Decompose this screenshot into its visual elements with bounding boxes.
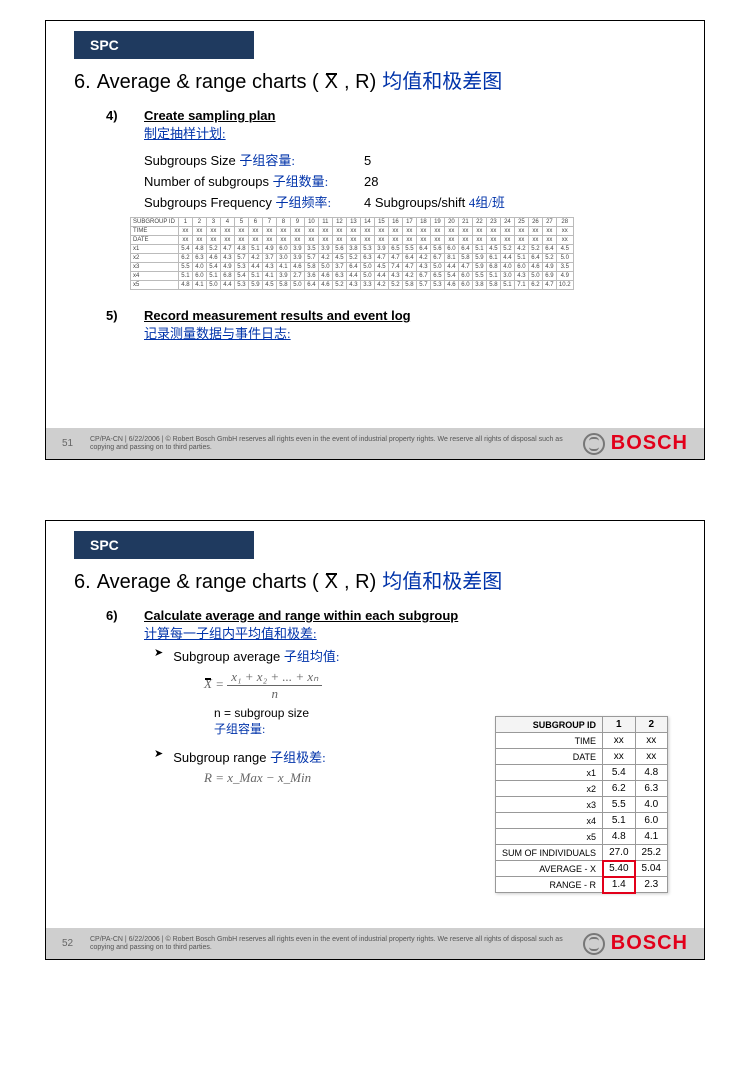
bosch-logo: BOSCH: [583, 932, 688, 955]
param-en: Subgroups Frequency: [144, 195, 276, 210]
spc-header: SPC: [74, 31, 254, 59]
bosch-logo-icon: [583, 933, 605, 955]
param-row: Subgroups Size 子组容量: 5: [144, 150, 664, 169]
page-number: 52: [62, 938, 82, 949]
spc-header: SPC: [74, 531, 254, 559]
param-zh: 子组数量:: [273, 174, 329, 189]
step-6-title-zh: 计算每一子组内平均值和极差:: [144, 626, 317, 641]
slide-title: 6. Average & range charts ( X , R) 均值和极差…: [46, 59, 704, 104]
title-en-post: , R): [344, 71, 376, 94]
bosch-logo: BOSCH: [583, 432, 688, 455]
bullet-icon: ➤: [154, 646, 163, 665]
param-val-zh: 4组/班: [469, 195, 505, 210]
slide-footer: 51 CP/PA-CN | 6/22/2006 | © Robert Bosch…: [46, 428, 704, 459]
footer-text: CP/PA-CN | 6/22/2006 | © Robert Bosch Gm…: [90, 936, 575, 951]
slide-51: SPC 6. Average & range charts ( X , R) 均…: [45, 20, 705, 460]
param-row: Subgroups Frequency 子组频率: 4 Subgroups/sh…: [144, 192, 664, 211]
average-formula: X = x₁ + x₂ + ... + xₙ n: [204, 669, 664, 702]
param-val: 28: [364, 174, 378, 189]
param-zh: 子组频率:: [276, 195, 332, 210]
param-val: 5: [364, 153, 371, 168]
bosch-logo-text: BOSCH: [611, 432, 688, 455]
slide-title: 6. Average & range charts ( X , R) 均值和极差…: [46, 559, 704, 604]
page-number: 51: [62, 438, 82, 449]
avg-en: Subgroup average: [173, 649, 284, 664]
bosch-logo-icon: [583, 433, 605, 455]
param-en: Subgroups Size: [144, 153, 239, 168]
slide-52: SPC 6. Average & range charts ( X , R) 均…: [45, 520, 705, 960]
sampling-params: Subgroups Size 子组容量: 5 Number of subgrou…: [144, 150, 664, 211]
step-5-title-en: Record measurement results and event log: [144, 308, 411, 323]
subgroup-average-bullet: ➤ Subgroup average 子组均值:: [154, 646, 664, 665]
slide-footer: 52 CP/PA-CN | 6/22/2006 | © Robert Bosch…: [46, 928, 704, 959]
formula-denominator: n: [268, 686, 283, 702]
step-4-num: 4): [106, 108, 126, 300]
bullet-icon: ➤: [154, 747, 163, 766]
step-5-title-zh: 记录测量数据与事件日志:: [144, 326, 291, 341]
x-bar-symbol: X: [325, 571, 338, 594]
title-en-pre: Average & range charts (: [97, 571, 319, 594]
step-5: 5) Record measurement results and event …: [106, 308, 664, 342]
range-zh: 子组极差:: [270, 750, 326, 765]
range-en: Subgroup range: [173, 750, 270, 765]
param-zh: 子组容量:: [239, 153, 295, 168]
avg-zh: 子组均值:: [284, 649, 340, 664]
title-number: 6.: [74, 571, 91, 594]
subgroup-mini-table: SUBGROUP ID12TIMExxxxDATExxxxx15.44.8x26…: [495, 716, 668, 893]
slide2-content: 6) Calculate average and range within ea…: [46, 604, 704, 928]
step-4: 4) Create sampling plan 制定抽样计划: Subgroup…: [106, 108, 664, 300]
footer-text: CP/PA-CN | 6/22/2006 | © Robert Bosch Gm…: [90, 436, 575, 451]
step-6-title-en: Calculate average and range within each …: [144, 608, 458, 623]
step-6-num: 6): [106, 608, 126, 790]
step-4-title-en: Create sampling plan: [144, 108, 275, 123]
title-zh: 均值和极差图: [382, 65, 502, 94]
title-en-pre: Average & range charts (: [97, 71, 319, 94]
x-bar-symbol: X: [325, 71, 338, 94]
step-4-title-zh: 制定抽样计划:: [144, 126, 226, 141]
step-5-num: 5): [106, 308, 126, 342]
param-en: Number of subgroups: [144, 174, 273, 189]
formula-numerator: x₁ + x₂ + ... + xₙ: [227, 669, 322, 686]
title-zh: 均值和极差图: [382, 565, 502, 594]
param-row: Number of subgroups 子组数量: 28: [144, 171, 664, 190]
param-val: 4 Subgroups/shift: [364, 195, 469, 210]
title-number: 6.: [74, 71, 91, 94]
bosch-logo-text: BOSCH: [611, 932, 688, 955]
title-en-post: , R): [344, 571, 376, 594]
subgroup-data-table: SUBGROUP ID12345678910111213141516171819…: [130, 217, 574, 290]
slide1-content: 4) Create sampling plan 制定抽样计划: Subgroup…: [46, 104, 704, 428]
